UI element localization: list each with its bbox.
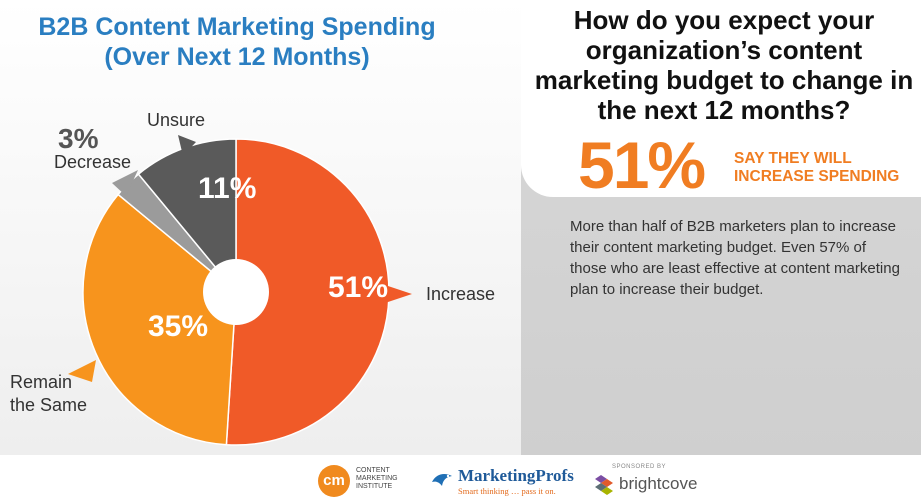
donut-hole (203, 259, 269, 325)
slice-percent-label: 3% (58, 123, 99, 154)
pie-slice-remain-the-same (82, 193, 237, 446)
slice-category-label: Decrease (54, 152, 131, 172)
stat-caption: SAY THEY WILL INCREASE SPENDING (734, 150, 900, 185)
slice-percent-label: 35% (148, 310, 208, 343)
brightcove-logo-text: brightcove (619, 474, 698, 493)
question-box (521, 0, 921, 197)
brightcove-logo-icon (595, 475, 613, 495)
bird-icon (432, 474, 452, 486)
slice-category-label: Increase (426, 284, 495, 304)
chart-title: B2B Content Marketing Spending (Over Nex… (0, 12, 474, 72)
slice-category-label: the Same (10, 395, 87, 415)
pie-chart: 51% Increase 35% Remain the Same 3%Decrease 11… (10, 110, 495, 446)
chart-title-line-1: B2B Content Marketing Spending (38, 13, 436, 41)
callout-pointer (178, 135, 196, 156)
slice-category-label: Unsure (147, 110, 205, 130)
slice-category-label: Remain (10, 372, 72, 392)
slice-percent-label: 11% (198, 172, 256, 205)
footer (0, 455, 921, 502)
description-text: More than half of B2B marketers plan to … (570, 218, 900, 298)
callout-pointer (112, 170, 138, 196)
marketingprofs-logo-text: MarketingProfs (458, 466, 574, 485)
callout-pointer (68, 360, 96, 382)
callout-pointer (385, 285, 412, 303)
slice-percent-label: 51% (328, 271, 388, 304)
cmi-logo-text: CONTENT MARKETING INSTITUTE (356, 467, 398, 490)
big-stat: 51% (578, 128, 706, 202)
sponsored-label: SPONSORED BY (612, 464, 667, 470)
chart-title-line-2: (Over Next 12 Months) (104, 43, 370, 71)
marketingprofs-tagline: Smart thinking … pass it on. (458, 486, 556, 496)
question-text: How do you expect your organization’s co… (534, 5, 914, 125)
cmi-logo-icon: cm (318, 465, 350, 497)
